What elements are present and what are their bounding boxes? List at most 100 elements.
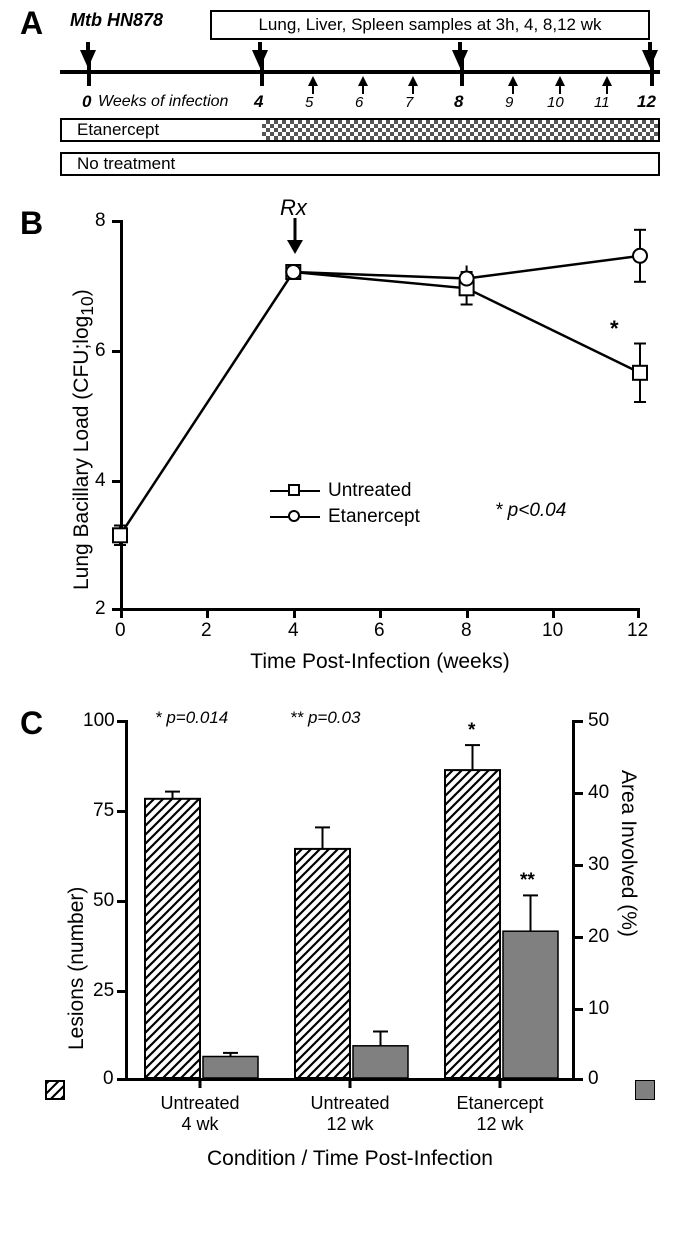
bars-cat2 [295, 827, 408, 1078]
x-axis-title-b: Time Post-Infection (weeks) [120, 650, 640, 674]
ltick-25 [117, 990, 125, 993]
panel-a: A Mtb HN878 Lung, Liver, Spleen samples … [20, 10, 660, 190]
chart-b-plot: 8 6 4 2 0 2 4 6 8 10 12 Rx [120, 220, 640, 610]
minor-week-10: 10 [547, 94, 564, 111]
bars-cat1 [145, 792, 258, 1078]
llab-25: 25 [93, 980, 114, 1002]
ytick-4 [112, 480, 120, 483]
panel-b-label: B [20, 205, 43, 242]
legend-untreated: Untreated [270, 480, 420, 502]
legend-untreated-label: Untreated [328, 480, 411, 502]
xlabel-2: 2 [201, 620, 212, 642]
errbars-etanercept [467, 230, 646, 292]
legend-gray-icon [635, 1080, 655, 1100]
timeline-tick-4 [260, 58, 264, 86]
legend-hatch-icon [45, 1080, 65, 1100]
ylabel-8: 8 [95, 210, 106, 232]
right-y-title: Area Involved (%) [616, 770, 640, 1050]
sig-text-b: * p<0.04 [495, 500, 566, 522]
legend-b: Untreated Etanercept [270, 480, 420, 532]
minor-week-6: 6 [355, 94, 363, 111]
xtick-6 [379, 610, 382, 618]
dose-arrow-7 [408, 76, 418, 86]
timeline-tick-12 [650, 58, 654, 86]
cat1-label: Untreated4 wk [125, 1093, 275, 1135]
ytick-2 [112, 608, 120, 611]
rtick-0 [575, 1078, 583, 1081]
xtick-2 [206, 610, 209, 618]
x-axis-title-c: Condition / Time Post-Infection [125, 1147, 575, 1171]
mtb-strain-label: Mtb HN878 [70, 10, 163, 31]
figure: A Mtb HN878 Lung, Liver, Spleen samples … [0, 0, 680, 1240]
timeline-tick-8 [460, 58, 464, 86]
dose-arrow-9 [508, 76, 518, 86]
ytick-6 [112, 350, 120, 353]
legend-etanercept-label: Etanercept [328, 506, 420, 528]
ylabel-2: 2 [95, 598, 106, 620]
weeks-of-infection-label: Weeks of infection [98, 93, 228, 111]
y-axis-title-b: Lung Bacillary Load (CFU;log10) [70, 230, 98, 590]
rtick-50 [575, 720, 583, 723]
ytick-8 [112, 220, 120, 223]
xlabel-12: 12 [627, 620, 648, 642]
dose-arrow-10 [555, 76, 565, 86]
ltick-50 [117, 900, 125, 903]
minor-week-5: 5 [305, 94, 313, 111]
week-0: 0 [82, 92, 91, 112]
bars-cat3 [445, 745, 558, 1078]
xtick-8 [466, 610, 469, 618]
week-4: 4 [254, 92, 263, 112]
no-treatment-row: No treatment [60, 152, 660, 176]
xlabel-10: 10 [542, 620, 563, 642]
dose-arrow-11 [602, 76, 612, 86]
minor-week-9: 9 [505, 94, 513, 111]
chart-c-plot: 100 75 50 25 0 50 40 30 20 10 0 [125, 720, 575, 1080]
no-treatment-label: No treatment [62, 154, 175, 174]
p-text-2: ** p=0.03 [290, 708, 360, 728]
chart-b-data [120, 220, 640, 610]
sampling-schedule-box: Lung, Liver, Spleen samples at 3h, 4, 8,… [210, 10, 650, 40]
rlab-30: 30 [588, 854, 609, 876]
etanercept-hatch [262, 120, 658, 140]
xlabel-8: 8 [461, 620, 472, 642]
timeline-axis [60, 70, 660, 74]
rlab-50: 50 [588, 710, 609, 732]
rlab-10: 10 [588, 998, 609, 1020]
timeline-tick-0 [87, 58, 91, 86]
chart-c-bars [125, 720, 575, 1080]
cat3-label: Etanercept12 wk [425, 1093, 575, 1135]
legend-square-icon [270, 481, 320, 501]
minor-week-7: 7 [405, 94, 413, 111]
xlabel-6: 6 [374, 620, 385, 642]
llab-100: 100 [83, 710, 115, 732]
sig-star-area: ** [520, 870, 535, 892]
minor-week-11: 11 [594, 94, 610, 111]
left-y-title: Lesions (number) [65, 770, 89, 1050]
legend-etanercept: Etanercept [270, 506, 420, 528]
etanercept-row: Etanercept [60, 118, 660, 142]
ltick-75 [117, 810, 125, 813]
sig-star-b: * [610, 316, 619, 342]
llab-75: 75 [93, 800, 114, 822]
week-12: 12 [637, 92, 656, 112]
etanercept-label: Etanercept [62, 120, 159, 140]
panel-a-label: A [20, 5, 43, 42]
xlabel-4: 4 [288, 620, 299, 642]
xtick-4 [293, 610, 296, 618]
llab-50: 50 [93, 890, 114, 912]
xtick-10 [552, 610, 555, 618]
p-text-1: * p=0.014 [155, 708, 228, 728]
cat2-label: Untreated12 wk [275, 1093, 425, 1135]
dose-arrow-6 [358, 76, 368, 86]
rtick-10 [575, 1008, 583, 1011]
panel-c: C 100 75 50 25 0 50 40 30 [20, 710, 660, 1210]
panel-b: B 8 6 4 2 0 2 4 6 8 10 [20, 210, 660, 690]
rlab-0: 0 [588, 1068, 599, 1090]
llab-0: 0 [103, 1068, 114, 1090]
rtick-20 [575, 936, 583, 939]
panel-c-label: C [20, 705, 43, 742]
rtick-30 [575, 864, 583, 867]
ltick-0 [117, 1078, 125, 1081]
xtick-0 [120, 610, 123, 618]
rlab-40: 40 [588, 782, 609, 804]
